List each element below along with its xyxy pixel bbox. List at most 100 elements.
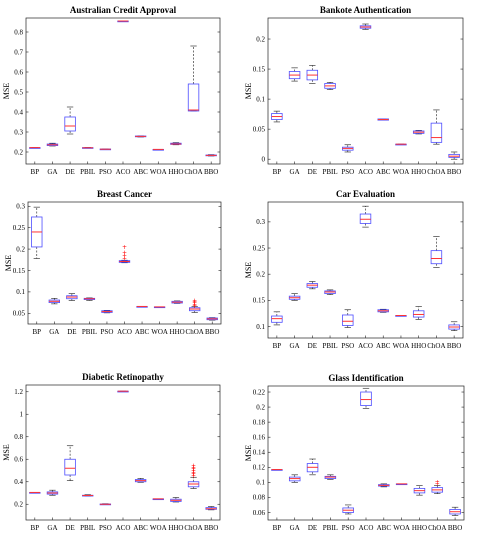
box-PSO	[342, 144, 354, 153]
x-tick-label: DE	[308, 168, 317, 176]
y-axis-label: MSE	[244, 445, 253, 462]
y-tick-label: 0.1	[16, 288, 25, 296]
chart-title: Glass Identification	[328, 373, 403, 383]
y-tick-label: 0.3	[256, 218, 265, 226]
x-tick-label: HHO	[412, 524, 427, 532]
x-tick-label: ABC	[377, 524, 392, 532]
box-WOA	[395, 143, 407, 146]
box-GA	[288, 293, 301, 301]
chart-panel: Australian Credit Approval MSE 0.2 0.3 0.4 0.…	[2, 5, 221, 176]
y-tick-label: 0.1	[256, 479, 265, 487]
y-tick-label: 0.2	[256, 35, 265, 43]
outlier-marker: +	[191, 464, 196, 471]
x-tick-label: GA	[47, 524, 57, 532]
y-tick-label: 0.1	[256, 323, 265, 331]
box-body	[271, 315, 283, 323]
box-ChOA	[187, 45, 200, 112]
y-tick-label: 0.3	[14, 128, 23, 136]
y-tick-label: 0.1	[256, 95, 265, 103]
y-tick-label: 1.2	[14, 388, 23, 396]
x-tick-label: HHO	[168, 168, 183, 176]
box-PBIL	[82, 147, 94, 149]
x-tick-label: PBIL	[80, 524, 95, 532]
y-tick-label: 0.25	[13, 224, 26, 232]
box-ABC	[378, 483, 390, 488]
y-tick-label: 0.2	[16, 245, 25, 253]
y-tick-label: 0.16	[253, 433, 266, 441]
chart-panel: Breast Cancer MSE 0.05 0.1 0.15 0.2 0.25 0.3 BP G…	[4, 189, 222, 336]
y-tick-label: 0.5	[14, 88, 23, 96]
x-tick-label: BP	[273, 524, 282, 532]
outlier-marker: +	[192, 299, 197, 306]
box-HHO	[171, 300, 183, 304]
box-GA	[46, 489, 59, 496]
y-tick-label: 0.6	[14, 456, 23, 464]
x-tick-label: ABC	[135, 328, 150, 336]
outlier-marker: +	[191, 469, 196, 476]
x-tick-label: PSO	[99, 168, 112, 176]
box-ACO	[117, 20, 129, 23]
y-tick-label: 0.8	[14, 433, 23, 441]
box-body	[64, 458, 76, 476]
x-tick-label: PSO	[341, 168, 354, 176]
box-ChOA	[431, 485, 444, 494]
box-PBIL	[324, 289, 336, 295]
box-GA	[48, 298, 60, 305]
y-tick-label: 0.4	[14, 478, 23, 486]
x-tick-label: BP	[273, 168, 282, 176]
x-tick-label: ChOA	[184, 524, 202, 532]
x-tick-label: PSO	[341, 342, 354, 350]
box-body	[342, 314, 354, 326]
x-tick-label: BP	[31, 168, 40, 176]
outlier-marker: +	[122, 253, 127, 260]
y-tick-label: 0.8	[14, 28, 23, 36]
x-tick-label: WOA	[150, 168, 167, 176]
y-tick-label: 0.05	[13, 310, 26, 318]
plot-frame	[25, 384, 221, 521]
x-tick-label: BBO	[447, 168, 461, 176]
box-body	[360, 391, 372, 406]
x-tick-label: WOA	[393, 168, 410, 176]
box-BBO	[449, 506, 461, 516]
y-tick-label: 0.2	[14, 501, 23, 509]
box-BBO	[205, 506, 217, 511]
y-tick-label: 0.06	[253, 509, 266, 517]
box-ABC	[136, 305, 148, 308]
box-body	[64, 116, 76, 132]
box-PBIL	[83, 297, 96, 301]
box-WOA	[152, 148, 164, 151]
outlier-marker: +	[192, 300, 197, 307]
x-tick-label: ACO	[359, 524, 374, 532]
x-tick-label: DE	[308, 524, 317, 532]
box-body	[412, 310, 425, 318]
x-tick-label: GA	[290, 524, 300, 532]
x-tick-label: ACO	[358, 168, 373, 176]
box-ChOA	[189, 306, 201, 313]
x-tick-label: WOA	[393, 342, 410, 350]
box-ACO	[359, 205, 372, 228]
outlier-marker: +	[191, 468, 196, 475]
y-axis-label: MSE	[2, 444, 11, 461]
box-WOA	[395, 315, 407, 317]
box-ABC	[377, 308, 389, 313]
outlier-marker: +	[191, 463, 196, 470]
box-ChOA	[430, 109, 443, 145]
chart-title: Australian Credit Approval	[70, 5, 177, 15]
x-tick-label: BBO	[204, 524, 218, 532]
box-GA	[288, 67, 301, 82]
box-WOA	[153, 306, 166, 309]
box-ABC	[134, 478, 147, 483]
box-PBIL	[324, 474, 337, 480]
y-tick-label: 0.2	[14, 148, 23, 156]
box-BP	[271, 110, 283, 123]
box-DE	[64, 445, 76, 481]
outlier-marker: +	[191, 466, 196, 473]
box-BP	[31, 206, 43, 259]
x-tick-label: PBIL	[80, 168, 95, 176]
box-PSO	[99, 503, 112, 506]
y-tick-label: 0.18	[253, 418, 266, 426]
outlier-marker: +	[191, 473, 196, 480]
x-tick-label: BBO	[205, 328, 219, 336]
x-tick-label: PBIL	[322, 342, 337, 350]
